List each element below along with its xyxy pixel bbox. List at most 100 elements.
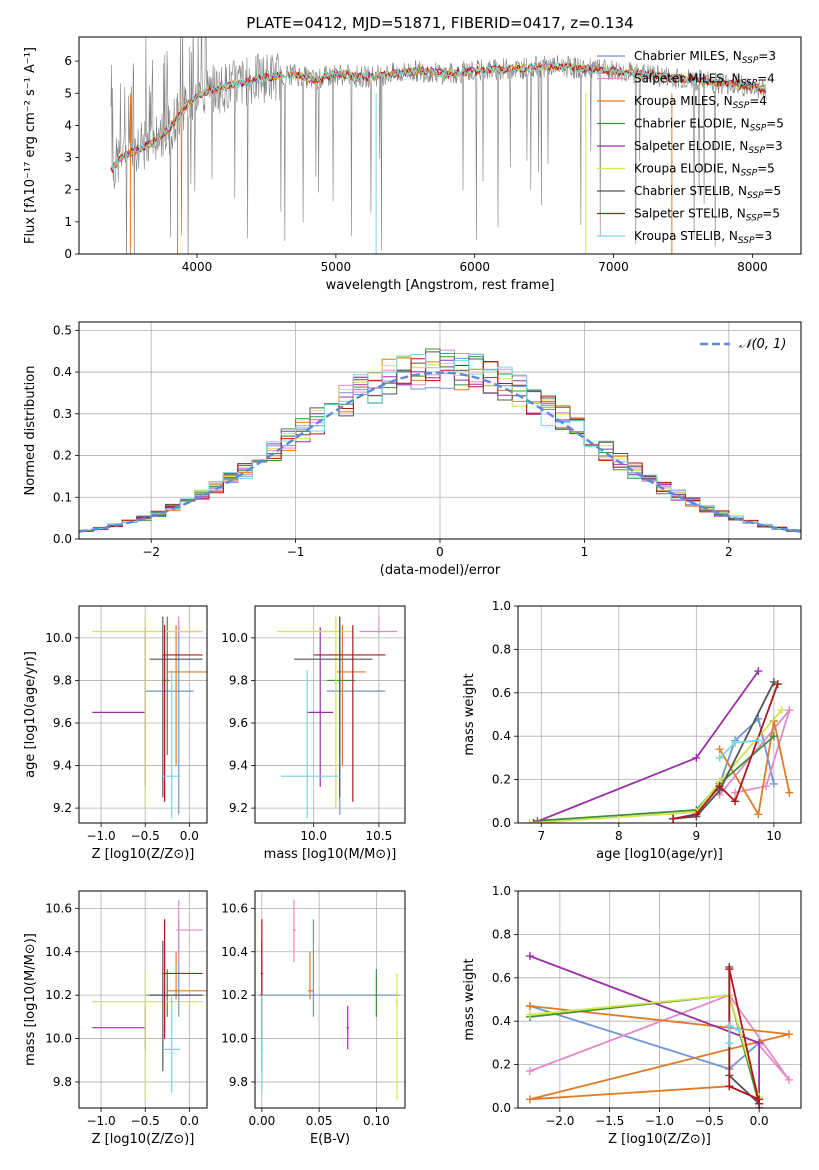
y-tick-label: 3	[64, 151, 72, 165]
chart-layer: Chabrier MILES, NSSP=3 Salpeter MILES, NS…	[23, 36, 802, 1147]
axes-frame	[78, 890, 208, 1109]
y-tick-label: 9.6	[229, 716, 248, 730]
x-tick-label: −1.0	[645, 1114, 674, 1128]
y-tick-label: 1.0	[492, 599, 511, 613]
weight-marker	[725, 1038, 734, 1047]
x-tick-label: 0.0	[180, 1114, 199, 1128]
y-tick-label: 10.6	[221, 901, 248, 915]
x-tick-label: 1	[581, 545, 589, 559]
y-tick-label: 9.8	[229, 673, 248, 687]
weight-marker	[525, 1010, 534, 1019]
spectrum-plot-area	[110, 37, 767, 254]
axes-frame	[78, 36, 802, 255]
legend-subscript: SSP	[733, 101, 750, 111]
y-axis-label: mass [log10(M/M⊙)]	[23, 933, 38, 1066]
y-tick-label: 10.0	[221, 631, 248, 645]
y-tick-label: 0.2	[492, 773, 511, 787]
x-tick-label: 9	[693, 829, 701, 843]
x-tick-label: 2	[725, 545, 733, 559]
y-tick-label: 0.0	[492, 1101, 511, 1115]
weight-marker	[525, 952, 534, 961]
y-tick-label: 9.8	[229, 1075, 248, 1089]
legend-subscript: SSP	[742, 56, 759, 66]
y-tick-label: 0.8	[492, 927, 511, 941]
weight-marker	[755, 1099, 764, 1108]
y-tick-label: 0.5	[53, 323, 72, 337]
legend-subscript: SSP	[746, 214, 763, 224]
y-tick-label: 10.0	[45, 631, 72, 645]
x-tick-label: 8	[615, 829, 623, 843]
x-tick-label: 0.05	[306, 1114, 333, 1128]
x-axis-label: mass [log10(M/M⊙)]	[264, 847, 397, 862]
y-tick-label: 0.2	[53, 449, 72, 463]
y-tick-label: 0.4	[492, 1014, 511, 1028]
legend-value: =3	[758, 49, 776, 63]
legend-entry: Kroupa STELIB, NSSP=3	[634, 229, 772, 246]
legend-entry: Kroupa ELODIE, NSSP=5	[634, 162, 775, 179]
weight-marker	[525, 1095, 534, 1104]
y-tick-label: 9.8	[53, 1075, 72, 1089]
y-tick-label: 9.6	[53, 716, 72, 730]
weight-marker	[525, 1002, 534, 1011]
y-tick-label: 5	[64, 86, 72, 100]
weight-marker	[769, 779, 778, 788]
weight-marker	[773, 680, 782, 689]
mass-vs-EBV-panel	[251, 890, 406, 1112]
legend-subscript: SSP	[738, 236, 755, 246]
x-tick-label: −1.0	[86, 829, 115, 843]
y-tick-label: 4	[64, 118, 72, 132]
y-axis-label: Normed distribution	[23, 366, 38, 496]
axes-frame	[78, 321, 802, 540]
x-axis-label: E(B-V)	[310, 1132, 350, 1147]
x-tick-label: −0.5	[695, 1114, 724, 1128]
y-tick-label: 9.2	[229, 801, 248, 815]
legend-entry: Salpeter STELIB, NSSP=5	[634, 207, 780, 224]
legend-entry: Chabrier STELIB, NSSP=5	[634, 184, 781, 201]
axes-frame	[78, 605, 208, 824]
weight-vs-age-plot-area	[518, 606, 801, 823]
model-spectrum	[110, 61, 767, 172]
y-tick-label: 9.4	[53, 759, 72, 773]
legend-entry: 𝒩(0, 1)	[739, 337, 786, 352]
y-tick-label: 0.6	[492, 686, 511, 700]
legend-entry: Salpeter ELODIE, NSSP=3	[634, 139, 783, 156]
y-tick-label: 1	[64, 215, 72, 229]
x-axis-label: wavelength [Angstrom, rest frame]	[326, 278, 555, 293]
y-tick-label: 10.2	[45, 988, 72, 1002]
x-tick-label: 8000	[737, 260, 768, 274]
legend-value: =5	[766, 117, 784, 131]
y-tick-label: 9.2	[53, 801, 72, 815]
weight-marker	[731, 797, 740, 806]
weight-vs-age-panel	[514, 605, 802, 827]
legend-value: =4	[757, 72, 775, 86]
x-tick-label: −0.5	[131, 1114, 160, 1128]
x-tick-label: −1.5	[595, 1114, 624, 1128]
age-vs-Z-panel	[75, 605, 208, 827]
y-axis-label: mass weight	[462, 958, 477, 1040]
legend-entry: Chabrier ELODIE, NSSP=5	[634, 117, 784, 134]
weight-marker	[525, 1067, 534, 1076]
x-tick-label: 0	[436, 545, 444, 559]
x-tick-label: 10.0	[300, 829, 327, 843]
x-axis-label: Z [log10(Z/Z⊙)]	[92, 847, 195, 862]
y-tick-label: 9.8	[53, 673, 72, 687]
x-tick-label: 0.0	[180, 829, 199, 843]
weight-marker	[754, 667, 763, 676]
x-tick-label: 7	[537, 829, 545, 843]
y-axis-label: mass weight	[462, 673, 477, 755]
weight-marker	[754, 810, 763, 819]
weight-marker	[692, 810, 701, 819]
residuals-plot-area	[79, 322, 801, 539]
y-tick-label: 0.6	[492, 971, 511, 985]
legend-subscript: SSP	[750, 124, 767, 134]
weight-marker	[529, 819, 538, 823]
weight-marker	[725, 1082, 734, 1091]
weight-marker	[777, 706, 786, 715]
weight-line	[718, 720, 791, 817]
x-tick-label: 0.0	[750, 1114, 769, 1128]
y-tick-label: 10.6	[45, 901, 72, 915]
x-tick-label: 5000	[321, 260, 352, 274]
weight-marker	[785, 788, 794, 797]
mass-vs-Z-plot-area	[79, 891, 207, 1108]
